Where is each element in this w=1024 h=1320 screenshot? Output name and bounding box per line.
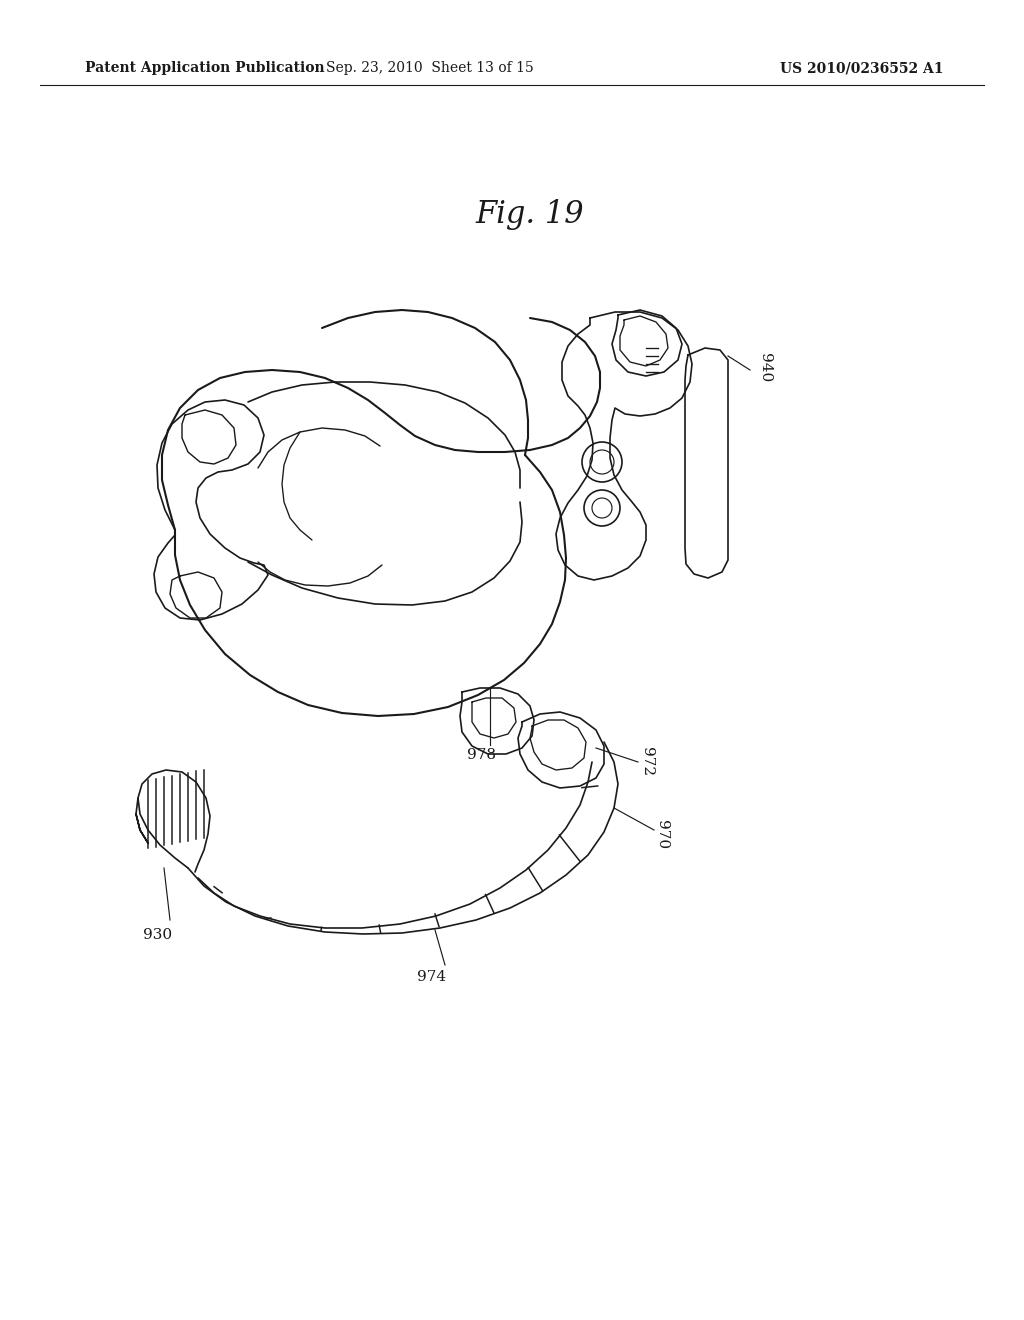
Text: Fig. 19: Fig. 19: [476, 199, 585, 231]
Text: 978: 978: [468, 748, 497, 762]
Text: US 2010/0236552 A1: US 2010/0236552 A1: [780, 61, 943, 75]
Text: 974: 974: [418, 970, 446, 983]
Text: 970: 970: [655, 821, 669, 850]
Text: 930: 930: [143, 928, 173, 942]
Text: 940: 940: [758, 354, 772, 383]
Text: 972: 972: [640, 747, 654, 776]
Text: Sep. 23, 2010  Sheet 13 of 15: Sep. 23, 2010 Sheet 13 of 15: [326, 61, 534, 75]
Text: Patent Application Publication: Patent Application Publication: [85, 61, 325, 75]
